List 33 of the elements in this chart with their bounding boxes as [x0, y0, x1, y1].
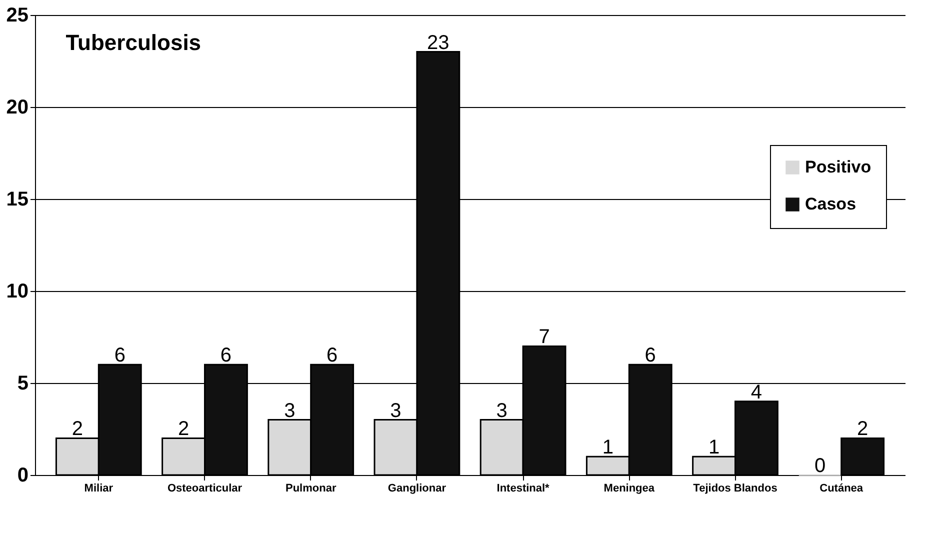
x-tick-label: Tejidos Blandos — [693, 482, 778, 494]
text: Tuberculosis — [66, 30, 202, 55]
data-label: 2 — [857, 418, 868, 440]
x-tick-label: Ganglionar — [388, 482, 447, 494]
x-tick-label: Intestinal* — [496, 482, 550, 494]
data-label: 1 — [708, 436, 720, 459]
x-tick-label: Osteoarticular — [167, 482, 243, 494]
legend-label: Positivo — [805, 158, 872, 176]
y-tick-label: 15 — [6, 188, 28, 210]
data-label: 2 — [72, 418, 83, 440]
x-tick-label: Pulmonar — [285, 482, 337, 494]
data-label: 2 — [178, 418, 190, 440]
x-tick-label: Miliar — [84, 482, 114, 494]
data-label: 6 — [644, 344, 656, 367]
data-label: 4 — [750, 381, 762, 404]
data-label: 3 — [496, 400, 508, 422]
data-label: 23 — [427, 32, 450, 54]
data-label: 6 — [114, 344, 126, 367]
data-label: 6 — [326, 344, 338, 367]
x-tick-label: Meningea — [604, 482, 656, 494]
data-label: 0 — [814, 455, 826, 477]
y-tick-label: 20 — [6, 96, 28, 118]
data-label: 3 — [390, 400, 402, 422]
data-label: 7 — [538, 326, 550, 348]
legend-label: Casos — [805, 194, 856, 214]
data-label: 6 — [220, 344, 232, 367]
y-tick-label: 10 — [6, 280, 28, 302]
y-tick-label: 0 — [17, 464, 28, 486]
y-tick-label: 25 — [6, 4, 28, 26]
data-label: 3 — [284, 400, 296, 422]
y-tick-label: 5 — [17, 372, 28, 394]
data-label: 1 — [602, 436, 614, 459]
x-tick-label: Cutánea — [820, 482, 864, 494]
